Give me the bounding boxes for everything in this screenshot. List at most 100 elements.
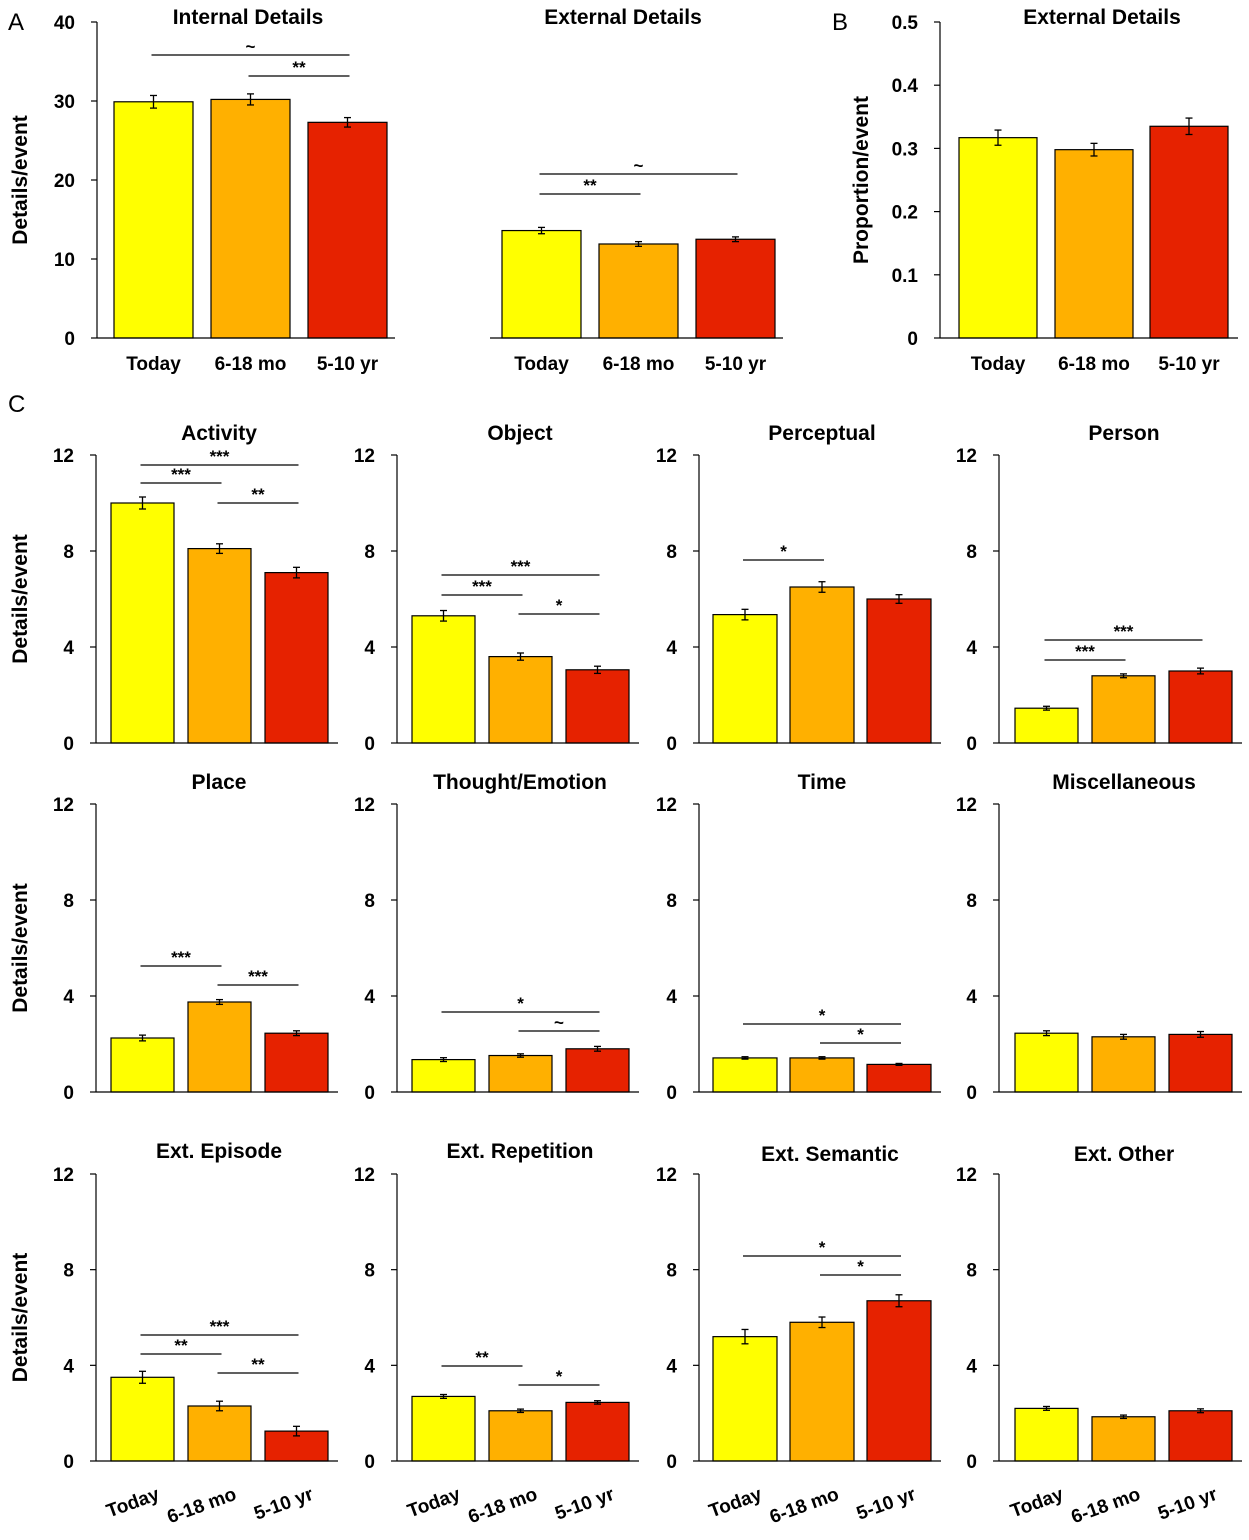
significance-label: ***: [210, 447, 230, 466]
y-tick-label: 8: [966, 891, 977, 912]
y-axis-label: Details/event: [9, 115, 32, 245]
y-tick-label: 0.5: [892, 13, 919, 34]
chart-title: Internal Details: [173, 6, 324, 29]
significance-label: ~: [554, 1013, 564, 1032]
error-bar: [517, 652, 524, 661]
y-axis-label: Proportion/event: [850, 96, 873, 264]
y-tick-label: 0: [364, 1452, 375, 1473]
significance-label: ***: [1075, 642, 1095, 661]
y-tick-label: 4: [666, 638, 677, 659]
error-bar: [818, 1316, 826, 1329]
significance-label: ***: [210, 1317, 230, 1336]
y-tick-label: 0: [966, 1083, 977, 1104]
chart-title: Activity: [181, 422, 257, 445]
error-bar: [895, 594, 903, 604]
y-tick-label: 0: [64, 329, 75, 350]
y-tick-label: 0.1: [892, 266, 919, 287]
x-tick-label: 5-10 yr: [251, 1484, 316, 1525]
significance-bracket: *: [518, 1367, 600, 1386]
charts-container: Internal Details010203040Details/eventTo…: [9, 6, 1242, 1528]
x-tick-label: Today: [706, 1484, 765, 1523]
y-tick-label: 8: [63, 542, 74, 563]
chart-title: Place: [192, 771, 247, 794]
significance-bracket: **: [140, 1336, 222, 1355]
chart-c9: Ext. Episode 0 4 8 12 Details/event Today 6-18 …: [9, 1140, 338, 1528]
x-tick-label: 6-18 mo: [215, 354, 287, 375]
chart-title: Ext. Semantic: [761, 1143, 899, 1166]
y-tick-label: 0: [63, 1083, 74, 1104]
significance-label: **: [583, 176, 597, 195]
significance-bracket: ***: [140, 948, 222, 967]
error-bar: [1090, 142, 1098, 157]
y-tick-label: 4: [364, 638, 375, 659]
y-tick-label: 8: [364, 891, 375, 912]
chart-b: External Details 0 0.1 0.2 0.3 0.4 0.5 Proporti…: [850, 6, 1238, 375]
error-bar: [440, 609, 447, 622]
x-tick-label: Today: [405, 1484, 464, 1523]
significance-bracket: *: [743, 1238, 901, 1257]
bar-5-10-yr: [695, 238, 776, 339]
significance-bracket: *: [820, 1257, 901, 1276]
bar-today: [1014, 1407, 1079, 1462]
y-tick-label: 0: [666, 1452, 677, 1473]
y-axis-label: Details/event: [9, 883, 32, 1013]
significance-bracket: **: [217, 1355, 299, 1374]
bar-6-18-mo: [789, 1321, 855, 1462]
bar-today: [958, 137, 1038, 339]
chart-title: Thought/Emotion: [433, 771, 607, 794]
x-tick-label: 6-18 mo: [767, 1484, 842, 1528]
significance-label: *: [556, 596, 563, 615]
y-tick-label: 12: [53, 446, 74, 467]
chart-title: Person: [1088, 422, 1159, 445]
y-tick-label: 4: [966, 638, 977, 659]
error-bar: [1197, 1408, 1204, 1414]
y-tick-label: 20: [54, 171, 75, 192]
bar-today: [411, 1395, 476, 1462]
bar-today: [411, 1058, 476, 1093]
y-tick-label: 12: [354, 795, 375, 816]
bar-6-18-mo: [488, 1054, 553, 1093]
x-tick-label: 6-18 mo: [466, 1484, 541, 1528]
significance-bracket: ***: [140, 465, 222, 484]
chart-c3: Perceptual 0 4 8 12 *: [656, 422, 941, 755]
y-tick-label: 12: [656, 795, 677, 816]
error-bar: [517, 1053, 524, 1058]
y-tick-label: 12: [354, 446, 375, 467]
significance-bracket: **: [539, 176, 641, 195]
error-bar: [1120, 673, 1127, 679]
chart-c6: Thought/Emotion 0 4 8 12 * ~: [354, 771, 639, 1104]
bar-6-18-mo: [598, 243, 679, 339]
chart-title: Miscellaneous: [1052, 771, 1196, 794]
error-bar: [818, 581, 826, 593]
bar-5-10-yr: [264, 571, 329, 744]
error-bar: [741, 608, 749, 621]
bar-today: [110, 1037, 175, 1093]
error-bar: [1120, 1033, 1127, 1040]
significance-label: *: [857, 1025, 864, 1044]
chart-c11: Ext. Semantic 0 4 8 12 Today 6-18 mo 5-10 yr * *: [656, 1143, 941, 1528]
error-bar: [139, 1034, 146, 1042]
significance-label: ***: [511, 557, 531, 576]
y-axis-label: Details/event: [9, 1253, 32, 1383]
panel-letter-a: A: [8, 9, 24, 36]
y-tick-label: 8: [966, 542, 977, 563]
bar-5-10-yr: [565, 1401, 630, 1462]
error-bar: [994, 129, 1002, 146]
significance-bracket: ***: [140, 1317, 299, 1336]
y-tick-label: 4: [966, 987, 977, 1008]
x-tick-label: Today: [126, 354, 181, 375]
error-bar: [440, 1057, 447, 1063]
chart-title: Time: [798, 771, 847, 794]
y-tick-label: 4: [966, 1356, 977, 1377]
significance-bracket: ***: [140, 447, 299, 466]
x-tick-label: 5-10 yr: [705, 354, 767, 375]
significance-label: ~: [634, 156, 644, 175]
bar-6-18-mo: [187, 1001, 252, 1093]
significance-bracket: **: [441, 1348, 523, 1367]
significance-label: ***: [248, 967, 268, 986]
significance-bracket: ***: [1044, 622, 1203, 641]
significance-bracket: ~: [539, 156, 738, 175]
significance-bracket: *: [743, 542, 824, 561]
bar-5-10-yr: [866, 598, 932, 744]
